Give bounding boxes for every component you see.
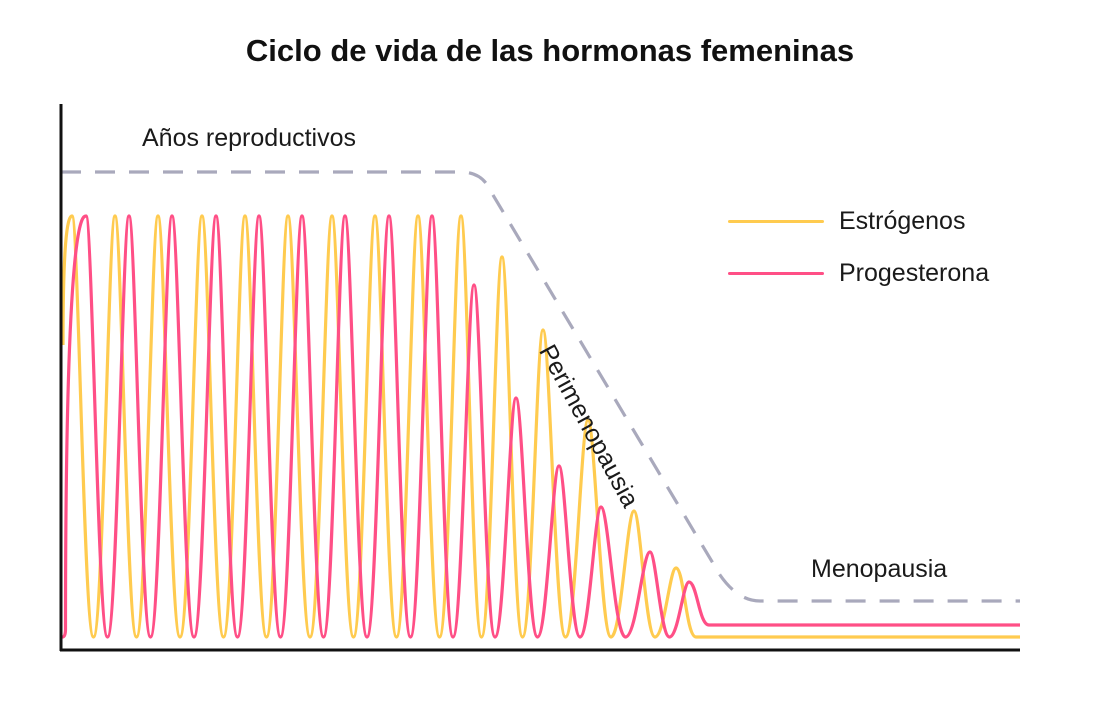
legend-label: Estrógenos [839, 206, 966, 235]
progesterone-line [60, 214, 1020, 639]
estrogen-swatch-icon [728, 219, 824, 223]
legend: Estrógenos Progesterona [728, 195, 989, 299]
label-menopause: Menopausia [811, 555, 948, 583]
threshold-dashed-line [61, 170, 1020, 603]
legend-label: Progesterona [839, 258, 990, 287]
legend-item-progesterone: Progesterona [728, 247, 989, 299]
chart-title: Ciclo de vida de las hormonas femeninas [245, 33, 855, 68]
label-reproductive-years: Años reproductivos [142, 124, 357, 152]
estrogen-line [61, 214, 1020, 639]
legend-item-estrogen: Estrógenos [728, 195, 989, 247]
progesterone-swatch-icon [728, 271, 824, 275]
